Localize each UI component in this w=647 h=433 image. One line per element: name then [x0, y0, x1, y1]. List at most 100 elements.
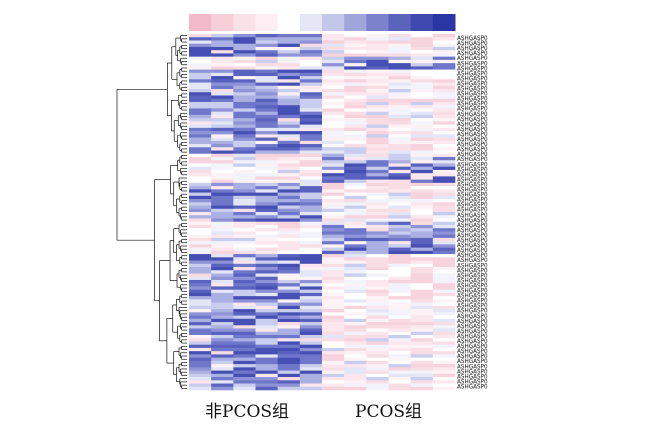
heatmap-cell [432, 215, 456, 219]
heatmap-cell [277, 367, 301, 371]
heatmap-cell [322, 66, 345, 70]
heatmap-cell [410, 241, 434, 245]
heatmap-cell [189, 37, 212, 41]
heatmap-cell [233, 131, 256, 135]
heatmap-cell [255, 150, 278, 155]
heatmap-cell [255, 254, 278, 258]
heatmap-cell [410, 338, 434, 342]
heatmap-cell [277, 166, 301, 171]
heatmap-cell [432, 296, 456, 300]
heatmap-cell [366, 328, 389, 333]
heatmap-cell [432, 153, 456, 158]
heatmap-cell [322, 163, 345, 167]
heatmap-cell [410, 111, 434, 116]
heatmap-cell [344, 82, 367, 87]
heatmap-cell [211, 386, 234, 391]
heatmap-cell [322, 244, 345, 248]
heatmap-cell [432, 98, 456, 103]
heatmap-cell [344, 360, 367, 365]
heatmap-cell [189, 108, 212, 112]
row-label: ASHGASP0 [457, 282, 488, 289]
heatmap-cell [211, 166, 234, 171]
heatmap-cell [322, 53, 345, 57]
heatmap-cell [388, 189, 411, 193]
heatmap-cell [299, 283, 323, 287]
heatmap-cell [255, 195, 278, 200]
heatmap-cell [255, 144, 278, 148]
heatmap-cell [233, 302, 256, 307]
heatmap-cell [344, 289, 367, 294]
heatmap-cell [410, 334, 434, 339]
heatmap-cell [189, 347, 212, 352]
heatmap-cell [277, 357, 301, 362]
heatmap-cell [211, 179, 234, 184]
heatmap-cell [211, 202, 234, 206]
heatmap-cell [277, 263, 301, 268]
heatmap-cell [388, 173, 411, 177]
heatmap-cell [432, 347, 456, 352]
heatmap-cell [255, 273, 278, 278]
heatmap-cell [277, 279, 301, 284]
heatmap-cell [366, 179, 389, 184]
heatmap-cell [211, 234, 234, 239]
heatmap-cell [255, 95, 278, 100]
heatmap-cell [189, 283, 212, 287]
heatmap-cell [388, 347, 411, 352]
heatmap-cell [322, 144, 345, 148]
heatmap-cell [322, 377, 345, 381]
heatmap-cell [211, 351, 234, 355]
color-key-swatch [432, 14, 456, 31]
heatmap-cell [410, 150, 434, 155]
heatmap-cell [233, 114, 256, 119]
heatmap-cell [189, 373, 212, 378]
heatmap-cell [322, 257, 345, 261]
heatmap-cell [344, 247, 367, 252]
heatmap-cell [299, 195, 323, 200]
heatmap-cell [322, 312, 345, 316]
heatmap-cell [388, 315, 411, 320]
heatmap-cell [344, 296, 367, 300]
heatmap-cell [432, 208, 456, 213]
heatmap-cell [322, 357, 345, 362]
heatmap-cell [410, 118, 434, 122]
heatmap-cell [277, 108, 301, 112]
heatmap-cell [366, 279, 389, 284]
heatmap-cell [211, 383, 234, 388]
heatmap-cell [255, 322, 278, 326]
heatmap-cell [277, 286, 301, 290]
heatmap-cell [189, 334, 212, 339]
heatmap-cell [322, 279, 345, 284]
heatmap-cell [277, 289, 301, 294]
heatmap-cell [211, 46, 234, 51]
heatmap-cell [432, 380, 456, 384]
heatmap-cell [189, 383, 212, 388]
heatmap-cell [432, 195, 456, 200]
heatmap-cell [255, 318, 278, 323]
heatmap-cell [233, 63, 256, 67]
heatmap-cell [277, 153, 301, 158]
heatmap-cell [233, 192, 256, 197]
heatmap-cell [299, 166, 323, 171]
heatmap-cell [366, 134, 389, 138]
heatmap-cell [299, 66, 323, 70]
heatmap-cell [344, 341, 367, 345]
heatmap-cell [388, 205, 411, 210]
heatmap-cell [410, 215, 434, 219]
heatmap-cell [277, 205, 301, 210]
color-key-swatch [366, 14, 389, 31]
heatmap-cell [299, 360, 323, 365]
heatmap-cell [344, 215, 367, 219]
heatmap-cell [410, 205, 434, 210]
heatmap-cell [255, 37, 278, 41]
heatmap-cell [299, 69, 323, 74]
row-label: ASHGASP0 [457, 141, 488, 148]
heatmap-cell [189, 131, 212, 135]
heatmap-cell [366, 309, 389, 313]
heatmap-cell [410, 257, 434, 261]
heatmap-cell [189, 244, 212, 248]
heatmap-cell [255, 215, 278, 219]
heatmap-cell [432, 276, 456, 281]
heatmap-cell [211, 147, 234, 151]
heatmap-cell [410, 218, 434, 223]
heatmap-cell [189, 380, 212, 384]
